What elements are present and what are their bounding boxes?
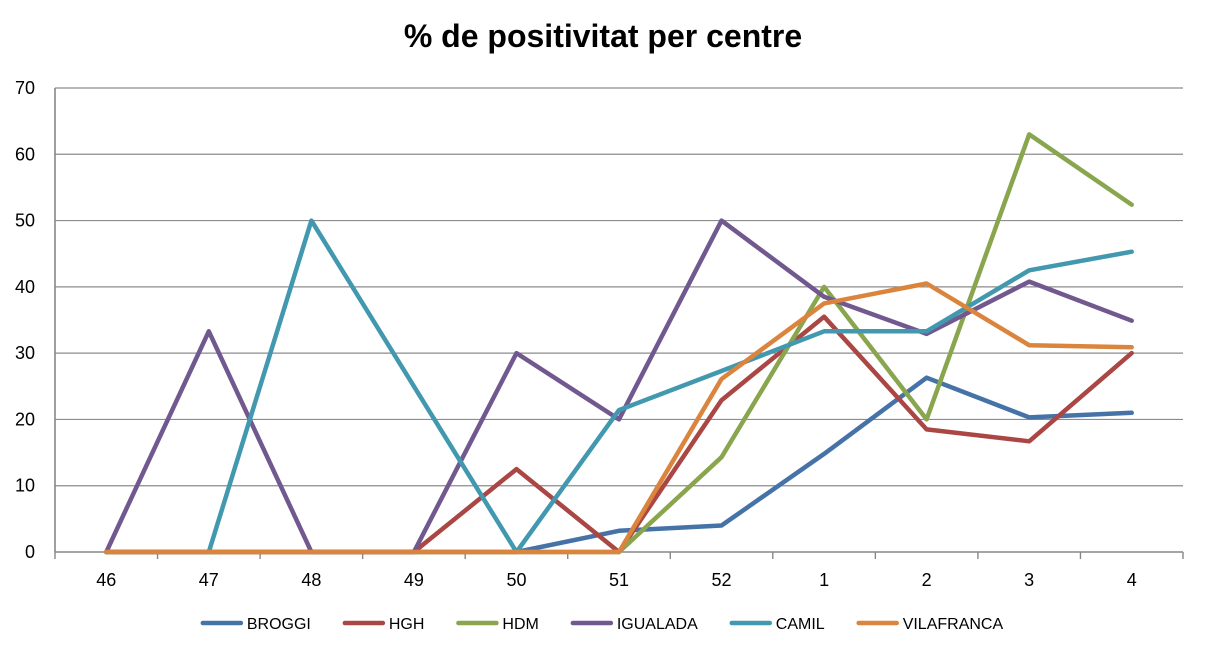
- series-line-hdm: [104, 132, 1134, 555]
- x-tick-label: 49: [404, 570, 424, 590]
- x-tick-label: 4: [1127, 570, 1137, 590]
- series-line-vilafranca: [104, 281, 1134, 555]
- legend: BROGGI HGH HDM IGUALADA CAMIL VILAFRANCA: [200, 616, 1004, 633]
- legend-label: VILAFRANCA: [903, 616, 1004, 633]
- x-tick-label: 46: [96, 570, 116, 590]
- x-tick-label: 51: [609, 570, 629, 590]
- series-line-hgh: [104, 314, 1134, 555]
- series-line-broggi: [104, 375, 1134, 555]
- x-tick-label: 47: [199, 570, 219, 590]
- legend-item-igualada: IGUALADA: [570, 616, 698, 633]
- gridlines: [55, 87, 1183, 553]
- chart-title: % de positivitat per centre: [403, 18, 803, 54]
- y-tick-label: 40: [15, 277, 35, 297]
- x-tick-label: 50: [506, 570, 526, 590]
- legend-item-broggi: BROGGI: [200, 616, 311, 633]
- legend-label: HDM: [502, 616, 538, 633]
- legend-label: BROGGI: [247, 616, 311, 633]
- y-tick-label: 30: [15, 343, 35, 363]
- y-tick-label: 70: [15, 78, 35, 98]
- series-line-igualada: [104, 218, 1134, 555]
- x-tick-label: 52: [712, 570, 732, 590]
- x-tick-label: 2: [922, 570, 932, 590]
- series-line-camil: [104, 218, 1134, 555]
- legend-item-camil: CAMIL: [729, 616, 825, 633]
- x-tick-label: 1: [819, 570, 829, 590]
- x-tick-label: 3: [1024, 570, 1034, 590]
- y-tick-label: 20: [15, 409, 35, 429]
- legend-label: IGUALADA: [617, 616, 698, 633]
- series-lines: [104, 132, 1134, 555]
- axes: 0 10 20 30 40 50 60 70 46 47 48 49 50 51 52 1 2 3 4: [15, 78, 1184, 590]
- legend-item-vilafranca: VILAFRANCA: [856, 616, 1004, 633]
- y-tick-label: 0: [25, 542, 35, 562]
- legend-item-hgh: HGH: [342, 616, 425, 633]
- legend-label: CAMIL: [776, 616, 825, 633]
- legend-item-hdm: HDM: [456, 616, 539, 633]
- x-tick-label: 48: [301, 570, 321, 590]
- y-tick-label: 50: [15, 211, 35, 231]
- legend-label: HGH: [389, 616, 425, 633]
- y-tick-label: 60: [15, 144, 35, 164]
- y-tick-label: 10: [15, 476, 35, 496]
